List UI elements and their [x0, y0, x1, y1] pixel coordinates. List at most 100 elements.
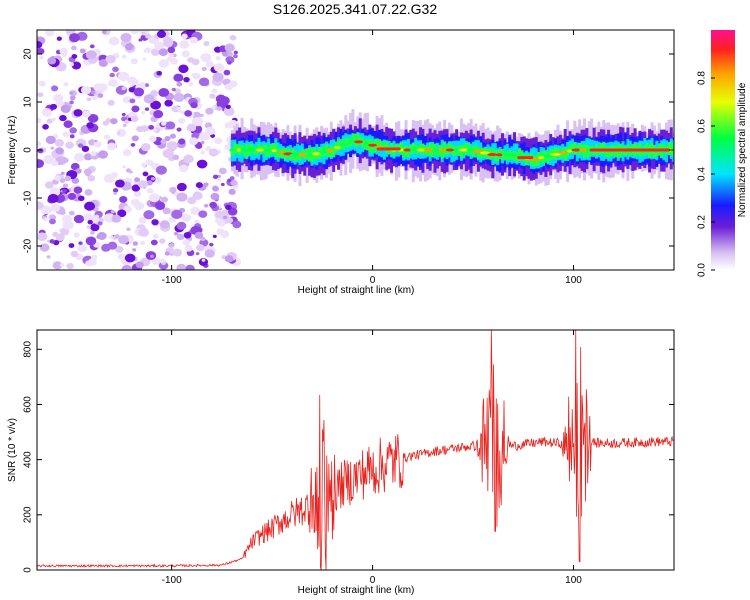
noise-blob [112, 188, 119, 193]
colorbar-ticks: 0.0 0.2 0.4 0.6 0.8 [697, 71, 715, 277]
noise-blob [138, 227, 149, 237]
band-core [438, 148, 447, 152]
noise-blob [83, 153, 93, 161]
band-segment [570, 144, 574, 154]
noise-blob [148, 193, 160, 203]
noise-blob [130, 115, 139, 123]
noise-blob [132, 241, 139, 246]
noise-blob [117, 71, 130, 82]
noise-blob [38, 55, 44, 60]
noise-blob [158, 88, 170, 97]
noise-blob [160, 139, 167, 145]
noise-blob [212, 234, 217, 239]
noise-blob [43, 217, 48, 222]
noise-blob [110, 118, 118, 125]
noise-blob [119, 195, 128, 203]
noise-blob [159, 238, 166, 244]
noise-blob [55, 147, 64, 155]
spectrogram-signal-band [229, 109, 674, 187]
noise-blob [150, 100, 162, 110]
noise-blob [55, 233, 65, 242]
noise-blob [191, 73, 196, 77]
noise-blob [192, 191, 203, 200]
noise-blob [212, 174, 219, 180]
band-segment [233, 142, 237, 154]
noise-blob [176, 106, 182, 111]
noise-blob [141, 110, 146, 115]
band-segment [375, 138, 379, 151]
noise-blob [150, 90, 158, 97]
noise-blob [155, 165, 167, 175]
noise-blob [81, 145, 90, 153]
noise-blob [82, 110, 91, 118]
spectrogram-x-tick-label: -100 [162, 275, 182, 286]
band-core [503, 153, 509, 157]
band-segment [500, 149, 504, 161]
band-segment [459, 144, 463, 158]
noise-blob [228, 188, 236, 195]
snr-panel: -100 0 100 0 200 400 600 800 Height of straigh… [7, 329, 675, 596]
noise-blob [195, 244, 205, 252]
noise-blob [135, 261, 144, 269]
noise-blob [188, 82, 194, 87]
noise-blob [164, 251, 170, 256]
noise-blob [122, 148, 132, 157]
noise-blob [121, 264, 132, 270]
noise-blob [218, 167, 227, 175]
band-core [319, 150, 327, 154]
band-segment [327, 148, 331, 158]
noise-blob [54, 175, 61, 181]
noise-blob [85, 172, 90, 177]
noise-blob [69, 127, 77, 134]
band-segment [452, 146, 456, 157]
noise-blob [73, 109, 83, 117]
noise-blob [133, 190, 142, 198]
noise-blob [147, 160, 155, 167]
noise-blob [192, 116, 204, 127]
noise-blob [123, 205, 132, 213]
noise-blob [69, 91, 74, 95]
spectrogram-y-tick-label: 20 [23, 48, 34, 60]
noise-blob [51, 117, 56, 121]
noise-blob [166, 56, 173, 62]
noise-blob [59, 178, 66, 183]
noise-blob [195, 143, 203, 149]
noise-blob [200, 140, 205, 144]
noise-blob [47, 57, 57, 65]
band-segment [332, 146, 336, 157]
noise-blob [46, 118, 53, 124]
noise-blob [41, 108, 52, 117]
noise-blob [49, 103, 58, 110]
noise-blob [73, 232, 80, 238]
noise-blob [78, 195, 85, 202]
noise-blob [209, 93, 216, 99]
band-segment [230, 147, 234, 157]
noise-blob [87, 219, 93, 225]
noise-blob [223, 106, 235, 116]
noise-blob [205, 107, 214, 115]
noise-blob [143, 49, 148, 53]
noise-blob [156, 70, 162, 76]
noise-blob [163, 39, 173, 48]
noise-blob [220, 182, 225, 187]
noise-blob [161, 196, 169, 203]
noise-blob [227, 207, 238, 216]
band-segment [558, 151, 562, 159]
noise-blob [184, 110, 193, 117]
band-segment [440, 145, 444, 159]
noise-blob [64, 175, 72, 182]
noise-blob [148, 135, 157, 143]
noise-blob [130, 30, 140, 35]
noise-blob [210, 192, 220, 201]
noise-blob [46, 208, 52, 213]
colorbar-tick-label: 0.0 [697, 263, 708, 277]
noise-blob [89, 44, 95, 49]
band-segment [614, 145, 618, 158]
spectrogram-y-tick-label: -20 [23, 238, 34, 253]
noise-blob [183, 231, 192, 239]
noise-blob [148, 124, 155, 130]
band-segment [517, 148, 521, 162]
noise-blob [69, 100, 74, 105]
noise-blob [90, 223, 100, 232]
band-segment [310, 148, 314, 163]
